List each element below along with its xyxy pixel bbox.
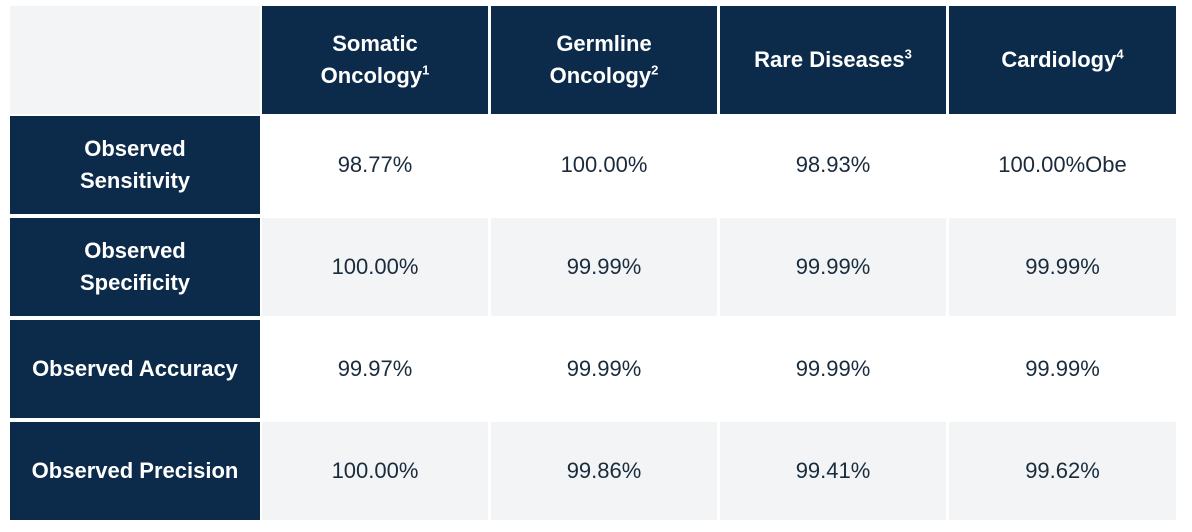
row-header-line: Observed Accuracy [32,356,238,381]
header-text: Germline [556,31,652,56]
column-header: Cardiology4 [949,6,1176,114]
value-cell: 99.99% [720,218,946,316]
row-header: Observed Sensitivity [10,116,260,214]
value-cell: 99.41% [720,422,946,520]
footnote-mark: 2 [651,62,659,78]
header-text: Oncology [320,63,423,88]
value-cell: 99.62% [949,422,1176,520]
column-header: Somatic Oncology1 [262,6,488,114]
header-text: Oncology [549,63,652,88]
row-header: Observed Specificity [10,218,260,316]
row-header-line: Sensitivity [79,168,191,193]
value-cell: 98.93% [720,116,946,214]
column-header: Rare Diseases3 [720,6,946,114]
value-cell: 98.77% [262,116,488,214]
header-line: Oncology2 [550,60,659,92]
value-cell: 99.99% [491,320,717,418]
footnote-mark: 4 [1116,46,1124,62]
header-text: Somatic [332,31,418,56]
value-cell: 100.00% [491,116,717,214]
header-text: Cardiology [1001,47,1117,72]
header-text: Rare Diseases [754,47,905,72]
header-line: Rare Diseases3 [754,44,912,76]
value-cell: 99.99% [720,320,946,418]
footnote-mark: 1 [422,62,430,78]
value-cell: 100.00% [262,422,488,520]
header-line: Oncology1 [321,60,430,92]
footnote-mark: 3 [904,46,912,62]
column-header: Germline Oncology2 [491,6,717,114]
value-cell: 99.99% [491,218,717,316]
row-header-line: Observed Precision [31,458,239,483]
row-header: Observed Precision [10,422,260,520]
row-header: Observed Accuracy [10,320,260,418]
value-cell: 100.00% [262,218,488,316]
value-cell: 99.99% [949,320,1176,418]
header-line: Somatic [332,28,418,60]
header-line: Cardiology4 [1001,44,1123,76]
value-cell: 99.86% [491,422,717,520]
value-cell: 100.00%Obe [949,116,1176,214]
row-header-line: Specificity [79,270,191,295]
row-header-line: Observed [84,238,186,263]
row-header-line: Observed [84,136,186,161]
corner-cell [10,6,260,114]
header-line: Germline [556,28,651,60]
value-cell: 99.99% [949,218,1176,316]
value-cell: 99.97% [262,320,488,418]
